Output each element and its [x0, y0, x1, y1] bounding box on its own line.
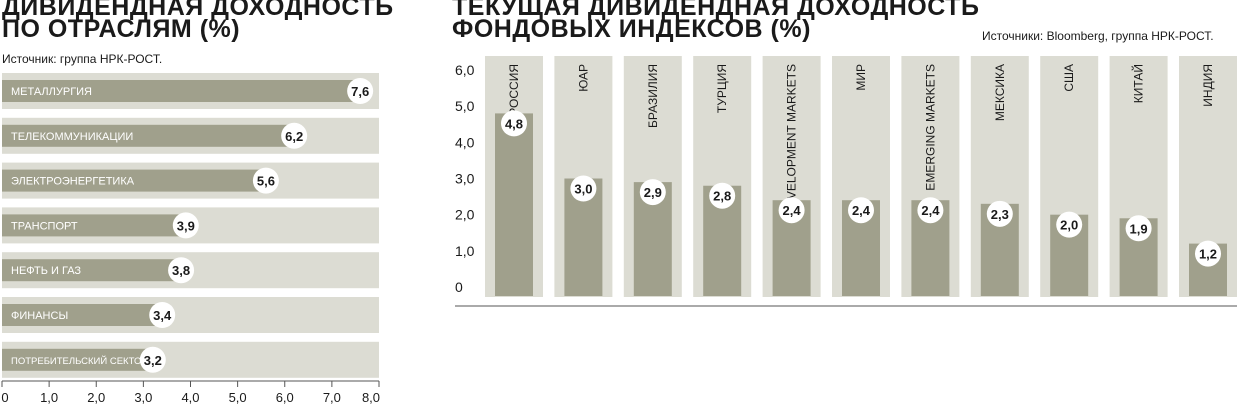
left-category-label: НЕФТЬ И ГАЗ: [11, 265, 81, 277]
right-value-bubble: [917, 197, 944, 224]
left-chart-source: Источник: группа НРК-РОСТ.: [2, 52, 163, 66]
left-bar: [2, 214, 186, 237]
left-title-line-1: ДИВИДЕНДНАЯ ДОХОДНОСТЬ: [2, 0, 394, 21]
right-title-line-2: ФОНДОВЫХ ИНДЕКСОВ (%): [452, 15, 811, 43]
right-y-tick-label: 4,0: [455, 134, 475, 150]
left-value-label: 3,4: [153, 308, 172, 323]
left-category-label: ТЕЛЕКОММУНИКАЦИИ: [11, 131, 133, 143]
right-value-bubble: [501, 110, 527, 137]
right-value-bubble: [986, 200, 1013, 227]
left-bar: [2, 80, 361, 102]
right-value-bubble: [1056, 211, 1083, 238]
left-x-tick-label: 4,0: [181, 390, 199, 405]
right-category-label: МЕКСИКА: [993, 64, 1007, 121]
right-bar: [495, 113, 533, 297]
right-y-tick-label: 3,0: [455, 171, 475, 187]
right-value-label: 2,4: [852, 203, 871, 218]
left-x-tick-label: 8,0: [362, 390, 380, 405]
left-x-tick-label: 6,0: [276, 390, 294, 405]
left-bar: [2, 304, 163, 326]
left-category-label: ТРАНСПОРТ: [11, 220, 78, 232]
left-value-label: 3,2: [144, 353, 162, 368]
left-value-bubble: [149, 302, 176, 328]
left-x-tick-label: 2,0: [87, 390, 105, 405]
right-y-tick-label: 6,0: [455, 62, 475, 78]
right-y-tick-label: 0: [455, 279, 463, 295]
right-value-bubble: [570, 175, 597, 202]
right-value-bubble: [1125, 215, 1152, 242]
right-value-label: 2,8: [713, 189, 731, 204]
right-value-bubble: [709, 182, 736, 209]
left-chart-title: ДИВИДЕНДНАЯ ДОХОДНОСТЬ ПО ОТРАСЛЯМ (%): [2, 0, 394, 43]
left-x-tick-label: 0: [1, 390, 8, 405]
right-value-label: 2,4: [921, 203, 940, 218]
left-value-bubble: [347, 78, 374, 104]
left-x-tick-label: 3,0: [134, 390, 152, 405]
right-category-label: DEVELOPMENT MARKETS: [785, 64, 799, 216]
left-value-label: 3,9: [177, 218, 195, 233]
right-category-label: ЮАР: [576, 64, 590, 92]
left-value-bubble: [139, 346, 166, 373]
left-bar: [2, 348, 153, 371]
left-value-bubble: [281, 122, 308, 149]
right-category-label: EMERGING MARKETS: [923, 64, 937, 191]
right-category-label: КИТАЙ: [1131, 64, 1146, 103]
right-value-bubble: [1195, 240, 1221, 267]
left-value-label: 3,8: [172, 263, 190, 278]
left-chart: МЕТАЛЛУРГИЯ 7,6 ТЕЛЕКОММУНИКАЦИИ 6,2 ЭЛЕКТРО…: [1, 73, 380, 405]
left-title-line-2: ПО ОТРАСЛЯМ (%): [2, 15, 241, 43]
left-bar: [2, 124, 295, 147]
left-category-label: ПОТРЕБИТЕЛЬСКИЙ СЕКТОР: [11, 355, 148, 367]
right-value-bubble: [639, 179, 666, 206]
right-value-bubble: [778, 197, 805, 224]
left-value-bubble: [168, 257, 195, 284]
left-x-tick-label: 1,0: [40, 390, 58, 405]
right-category-label: ТУРЦИЯ: [715, 64, 729, 113]
right-value-label: 1,2: [1199, 247, 1217, 262]
left-value-label: 6,2: [285, 129, 303, 144]
right-value-label: 2,3: [991, 207, 1009, 222]
right-category-label: МИР: [854, 64, 868, 91]
right-y-tick-label: 2,0: [455, 207, 475, 223]
right-value-bubble: [848, 197, 874, 224]
left-x-tick-label: 7,0: [323, 390, 341, 405]
right-y-tick-label: 1,0: [455, 243, 475, 259]
right-category-label: ИНДИЯ: [1201, 64, 1215, 107]
right-value-label: 4,8: [505, 116, 523, 131]
right-category-label: РОССИЯ: [507, 64, 521, 116]
right-chart-title: ТЕКУЩАЯ ДИВИДЕНДНАЯ ДОХОДНОСТЬ ФОНДОВЫХ …: [452, 0, 980, 43]
right-value-label: 2,9: [644, 185, 662, 200]
left-value-bubble: [172, 212, 199, 239]
left-category-label: ФИНАНСЫ: [11, 310, 68, 322]
right-value-label: 3,0: [574, 182, 592, 197]
left-value-label: 7,6: [351, 84, 369, 99]
right-value-label: 1,9: [1130, 221, 1148, 236]
left-category-label: МЕТАЛЛУРГИЯ: [11, 86, 92, 98]
left-value-label: 5,6: [257, 174, 275, 189]
left-bar: [2, 169, 266, 192]
left-category-label: ЭЛЕКТРОЭНЕРГЕТИКА: [11, 176, 135, 188]
right-chart-source: Источники: Bloomberg, группа НРК-РОСТ.: [982, 29, 1214, 43]
right-value-label: 2,0: [1060, 218, 1078, 233]
right-y-tick-label: 5,0: [455, 98, 475, 114]
right-category-label: БРАЗИЛИЯ: [646, 64, 660, 128]
right-value-label: 2,4: [783, 203, 802, 218]
left-x-tick-label: 5,0: [229, 390, 247, 405]
left-bar: [2, 259, 182, 282]
right-title-line-1: ТЕКУЩАЯ ДИВИДЕНДНАЯ ДОХОДНОСТЬ: [452, 0, 980, 21]
right-category-label: США: [1062, 64, 1076, 92]
left-value-bubble: [252, 167, 279, 194]
